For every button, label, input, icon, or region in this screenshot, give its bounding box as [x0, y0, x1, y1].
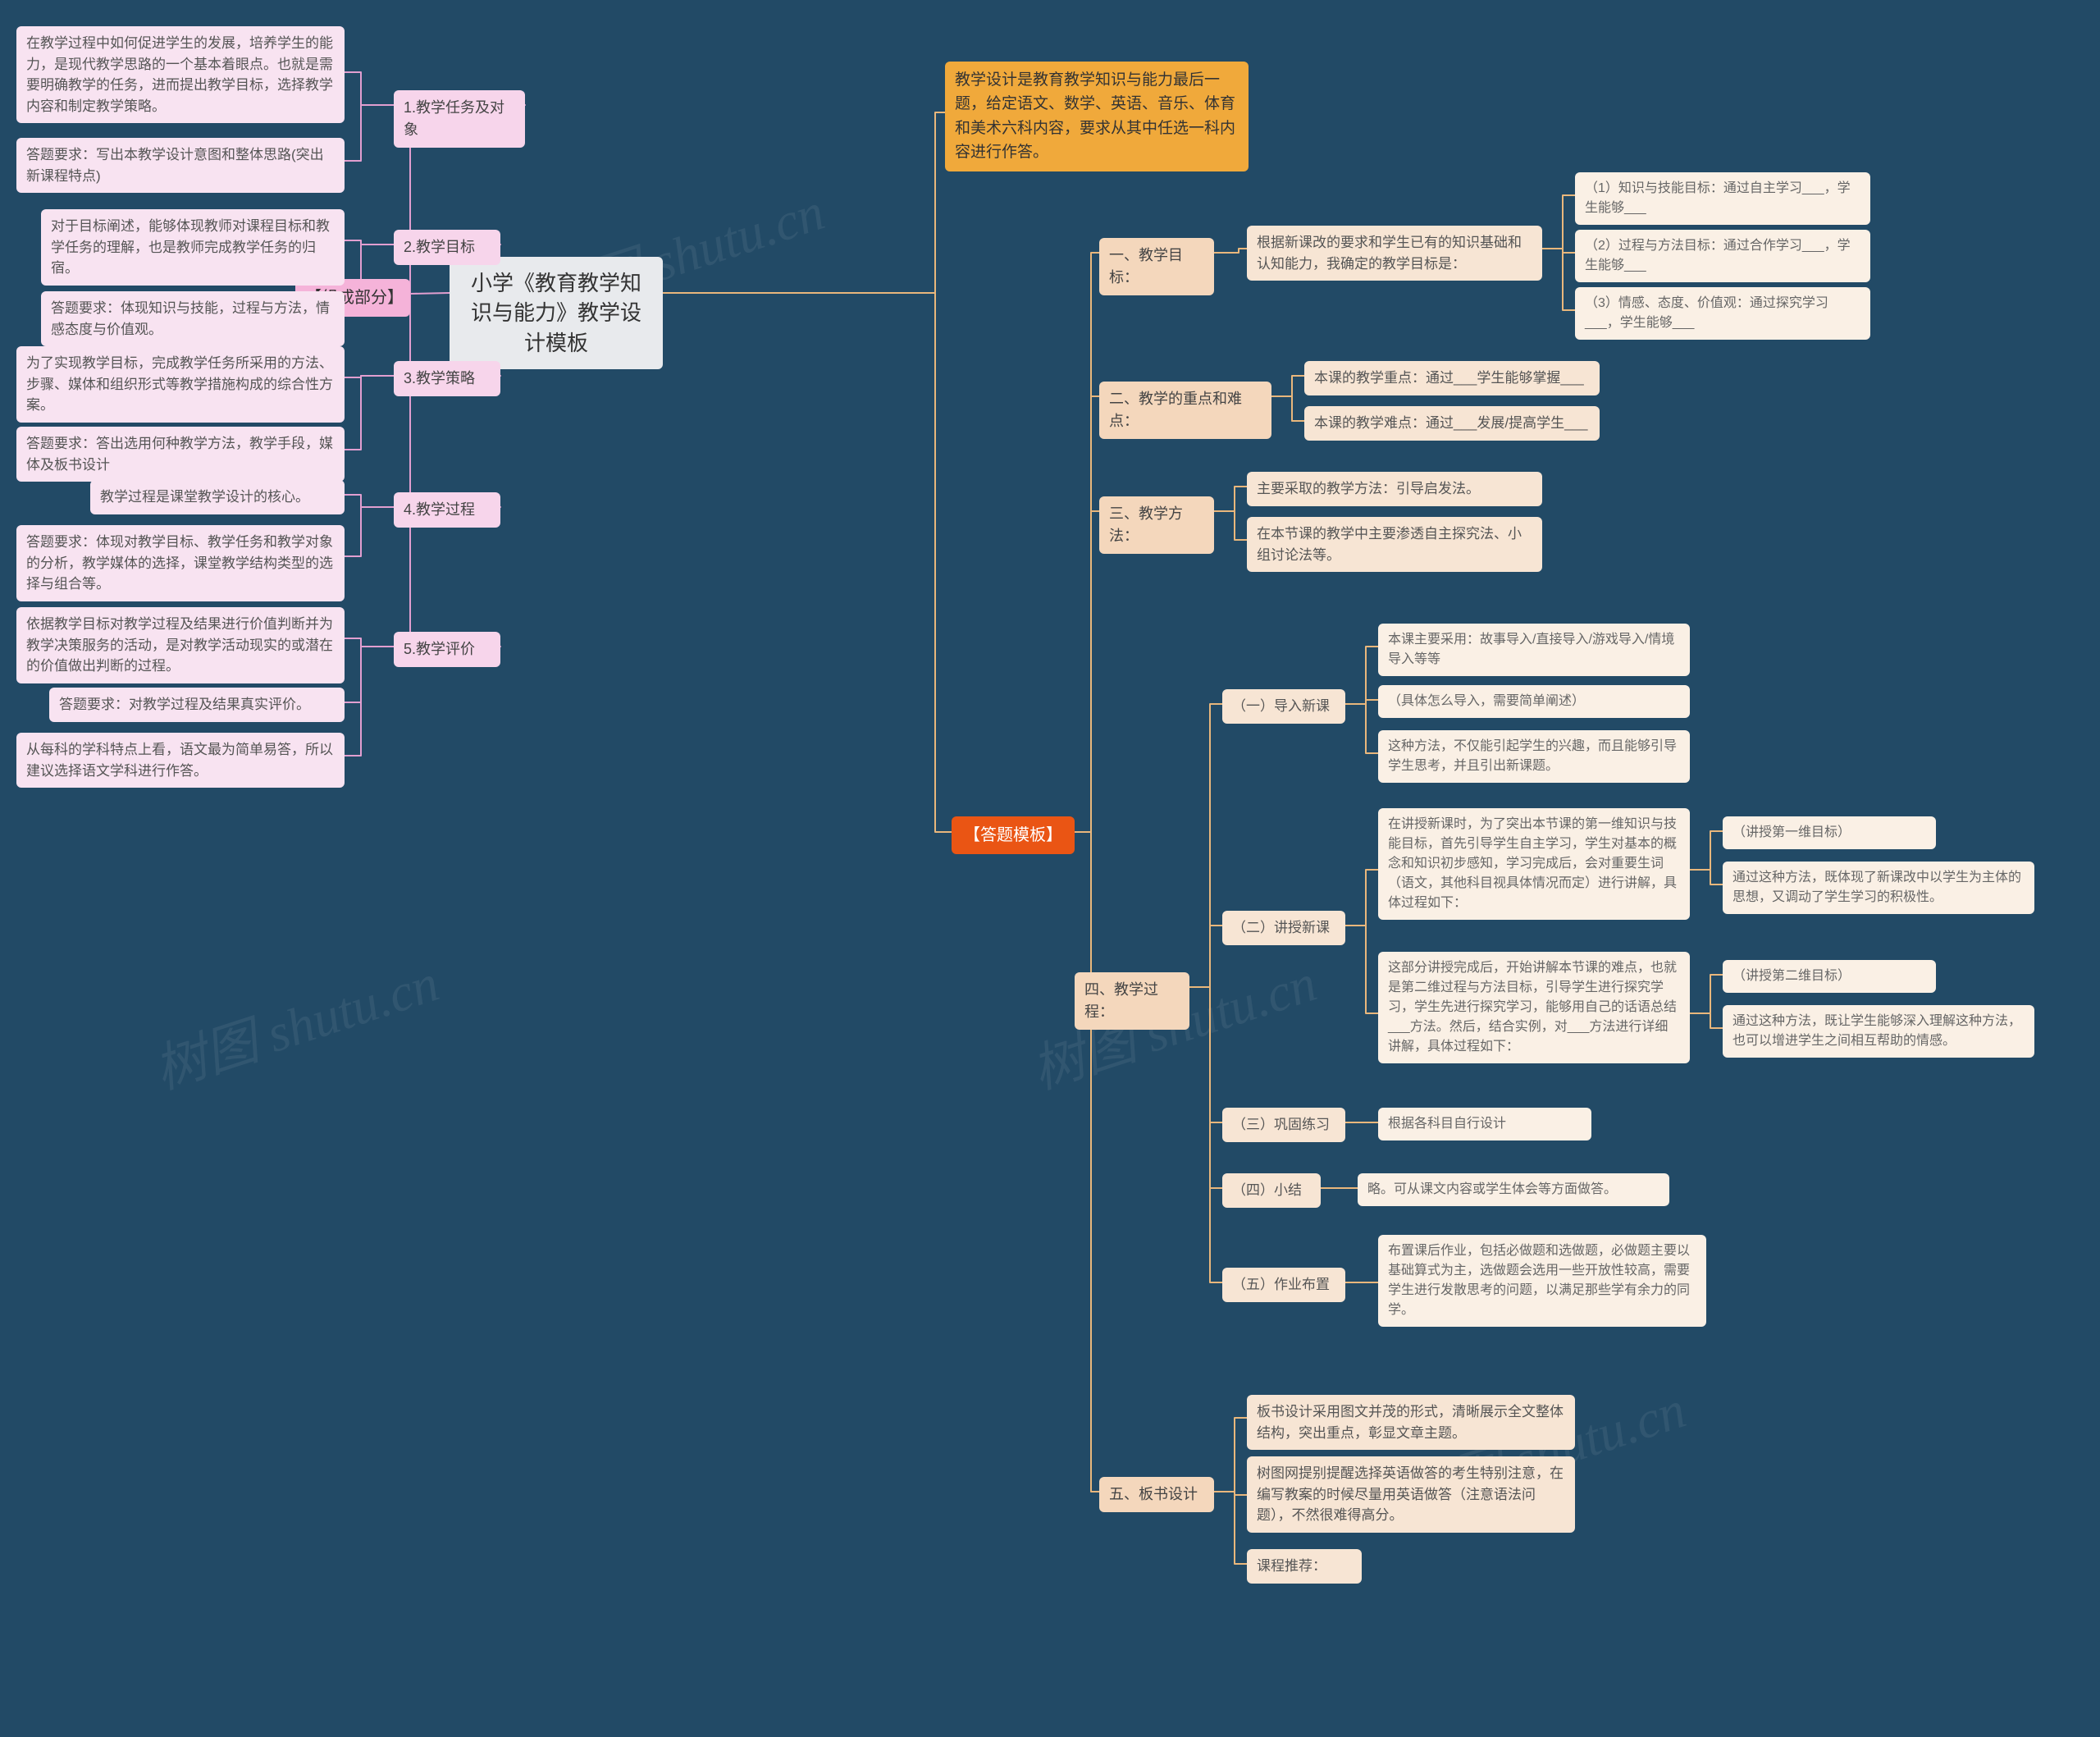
r-sec3-title: 三、教学方法： — [1099, 496, 1214, 554]
r-sec4-sub4-child-0: 略。可从课文内容或学生体会等方面做答。 — [1358, 1173, 1669, 1206]
r-sec4-sub1-child-2: 这种方法，不仅能引起学生的兴趣，而且能够引导学生思考，并且引出新课题。 — [1378, 730, 1690, 783]
watermark: 树图 shutu.cn — [144, 941, 447, 1104]
r-sec4-sub2-pair0-side-0: （讲授第一维目标） — [1723, 816, 1936, 849]
r-sec4-sub2-pair0-side-1: 通过这种方法，既体现了新课改中以学生为主体的思想，又调动了学生学习的积极性。 — [1723, 862, 2034, 914]
r-sec5-child-2: 课程推荐： — [1247, 1549, 1362, 1584]
r-sec4-sub3-title: （三）巩固练习 — [1222, 1108, 1345, 1142]
r-sec1-child-0: （1）知识与技能目标：通过自主学习___，学生能够___ — [1575, 172, 1870, 225]
left-item-1-child-1: 答题要求：写出本教学设计意图和整体思路(突出新课程特点) — [16, 138, 345, 193]
r-sec1-title: 一、教学目标： — [1099, 238, 1214, 295]
r-sec4-sub2-pair1-side-1: 通过这种方法，既让学生能够深入理解这种方法，也可以增进学生之间相互帮助的情感。 — [1723, 1005, 2034, 1058]
left-item-5-title: 5.教学评价 — [394, 632, 500, 667]
r-sec4-sub1-title: （一）导入新课 — [1222, 689, 1345, 724]
r-sec4-sub4-title: （四）小结 — [1222, 1173, 1321, 1208]
r-sec4-sub5-title: （五）作业布置 — [1222, 1268, 1345, 1302]
r-sec4-sub2-pair0-main: 在讲授新课时，为了突出本节课的第一维知识与技能目标，首先引导学生自主学习，学生对… — [1378, 808, 1690, 920]
left-item-4-title: 4.教学过程 — [394, 492, 500, 528]
r-sec4-sub3-child-0: 根据各科目自行设计 — [1378, 1108, 1591, 1140]
left-item-2-child-1: 答题要求：体现知识与技能，过程与方法，情感态度与价值观。 — [41, 291, 345, 346]
r-sec3-child-1: 在本节课的教学中主要渗透自主探究法、小组讨论法等。 — [1247, 517, 1542, 572]
intro-node: 教学设计是教育教学知识与能力最后一题，给定语文、数学、英语、音乐、体育和美术六科… — [945, 62, 1249, 171]
r-sec4-sub1-child-0: 本课主要采用：故事导入/直接导入/游戏导入/情境导入等等 — [1378, 624, 1690, 676]
root-node: 小学《教育教学知识与能力》教学设计模板 — [450, 257, 663, 369]
r-sec4-title: 四、教学过程： — [1075, 972, 1189, 1030]
r-sec4-sub2-pair1-main: 这部分讲授完成后，开始讲解本节课的难点，也就是第二维过程与方法目标，引导学生进行… — [1378, 952, 1690, 1063]
left-item-1-title: 1.教学任务及对象 — [394, 90, 525, 148]
r-sec4-sub1-child-1: （具体怎么导入，需要简单阐述） — [1378, 685, 1690, 718]
r-sec2-child-0: 本课的教学重点：通过___学生能够掌握___ — [1304, 361, 1600, 395]
left-item-2-child-0: 对于目标阐述，能够体现教师对课程目标和教学任务的理解，也是教师完成教学任务的归宿… — [41, 209, 345, 286]
r-sec5-child-0: 板书设计采用图文并茂的形式，清晰展示全文整体结构，突出重点，彰显文章主题。 — [1247, 1395, 1575, 1450]
r-sec4-sub2-pair1-side-0: （讲授第二维目标） — [1723, 960, 1936, 993]
r-sec1-child-2: （3）情感、态度、价值观：通过探究学习___，学生能够___ — [1575, 287, 1870, 340]
left-item-5-child-1: 答题要求：对教学过程及结果真实评价。 — [49, 688, 345, 722]
r-sec2-title: 二、教学的重点和难点： — [1099, 382, 1271, 439]
left-item-4-child-0: 教学过程是课堂教学设计的核心。 — [90, 480, 345, 514]
r-sec5-child-1: 树图网提别提醒选择英语做答的考生特别注意，在编写教案的时候尽量用英语做答（注意语… — [1247, 1456, 1575, 1533]
left-item-3-child-0: 为了实现教学目标，完成教学任务所采用的方法、步骤、媒体和组织形式等教学措施构成的… — [16, 346, 345, 423]
r-sec1-desc: 根据新课改的要求和学生已有的知识基础和认知能力，我确定的教学目标是： — [1247, 226, 1542, 281]
r-sec4-sub5-child-0: 布置课后作业，包括必做题和选做题，必做题主要以基础算式为主，选做题会选用一些开放… — [1378, 1235, 1706, 1327]
r-sec4-sub2-title: （二）讲授新课 — [1222, 911, 1345, 945]
left-item-1-child-0: 在教学过程中如何促进学生的发展，培养学生的能力，是现代教学思路的一个基本着眼点。… — [16, 26, 345, 123]
left-item-4-child-1: 答题要求：体现对教学目标、教学任务和教学对象的分析，教学媒体的选择，课堂教学结构… — [16, 525, 345, 601]
mindmap-canvas: 树图 shutu.cn 树图 shutu.cn 树图 shutu.cn 树图 s… — [0, 0, 2100, 1737]
r-sec2-child-1: 本课的教学难点：通过___发展/提高学生___ — [1304, 406, 1600, 441]
left-item-5-child-2: 从每科的学科特点上看，语文最为简单易答，所以建议选择语文学科进行作答。 — [16, 733, 345, 788]
r-sec1-child-1: （2）过程与方法目标：通过合作学习___，学生能够___ — [1575, 230, 1870, 282]
left-item-5-child-0: 依据教学目标对教学过程及结果进行价值判断并为教学决策服务的活动，是对教学活动现实… — [16, 607, 345, 683]
left-item-3-title: 3.教学策略 — [394, 361, 500, 396]
r-sec3-child-0: 主要采取的教学方法：引导启发法。 — [1247, 472, 1542, 506]
right-branch: 【答题模板】 — [952, 816, 1075, 854]
r-sec5-title: 五、板书设计 — [1099, 1477, 1214, 1512]
left-item-3-child-1: 答题要求：答出选用何种教学方法，教学手段，媒体及板书设计 — [16, 427, 345, 482]
left-item-2-title: 2.教学目标 — [394, 230, 500, 265]
